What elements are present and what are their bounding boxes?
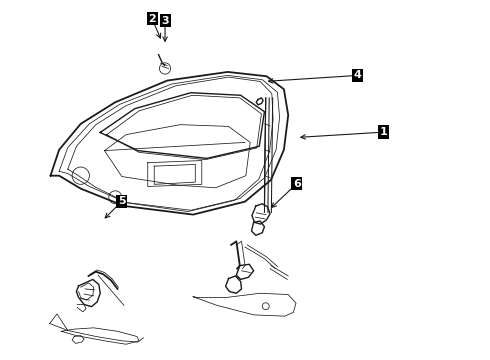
Text: 4: 4: [353, 71, 361, 80]
Text: 5: 5: [118, 196, 125, 206]
Text: 6: 6: [293, 179, 301, 189]
Text: 3: 3: [161, 15, 169, 26]
Text: 2: 2: [148, 14, 156, 24]
Text: 1: 1: [379, 127, 387, 137]
